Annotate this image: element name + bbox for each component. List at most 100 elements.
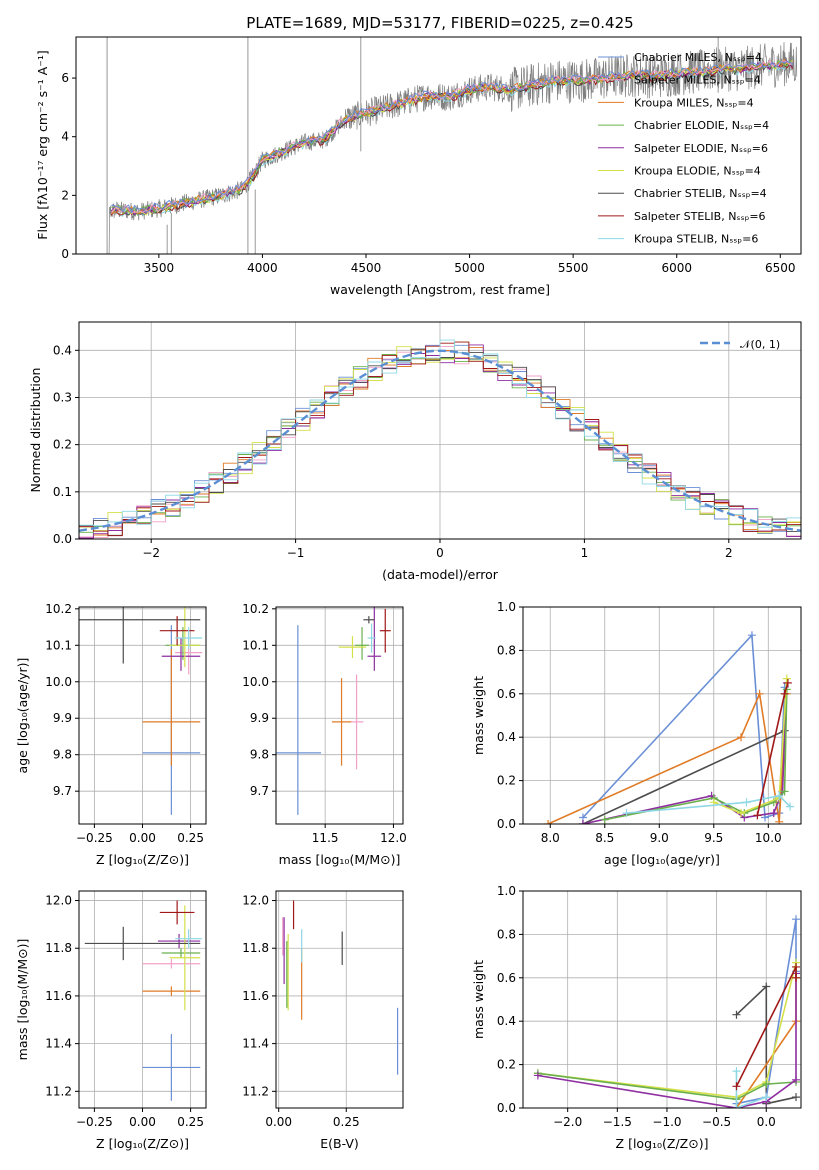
spectrum-panel-frame — [75, 36, 802, 255]
weight-marker-kroupa_elodie — [737, 809, 746, 818]
weight-age-panel-ytick-label: 0.0 — [497, 817, 516, 831]
mass-z-panel-ytick-label: 11.8 — [45, 941, 72, 955]
spectrum-plot-area — [105, 37, 798, 254]
age-mass-panel-ytick-label: 10.2 — [242, 602, 269, 616]
weight-z-panel-ytick-label: 0.8 — [497, 927, 516, 941]
weight-marker-salpeter_stelib — [732, 1082, 741, 1091]
mass-ebv-panel-ytick-label: 11.8 — [242, 941, 269, 955]
mass-z-panel-ytick-label: 11.6 — [45, 989, 72, 1003]
weight-z-panel-ytick-label: 0.4 — [497, 1014, 516, 1028]
weight-age-panel-xtick-label: 9.5 — [704, 831, 723, 845]
weight-marker-chabrier_stelib — [792, 1093, 801, 1102]
weight-marker-chabrier_elodie — [600, 815, 609, 824]
weight-marker-salpeter_elodie — [533, 1071, 542, 1080]
spectrum-panel-ytick-label: 6 — [61, 71, 69, 85]
mass-z-panel-x-label: Z [log₁₀(Z/Z⊙)] — [96, 1136, 189, 1151]
age-z-panel-ytick-label: 10.0 — [45, 675, 72, 689]
age-z-panel-ytick-label: 10.2 — [45, 602, 72, 616]
weight-line-chabrier_elodie — [537, 1072, 797, 1101]
spectrum-panel-xtick-label: 4000 — [247, 261, 278, 275]
residual-panel-xtick-label: 1 — [581, 546, 589, 560]
weight-age-panel-xtick-label: 10.0 — [755, 831, 782, 845]
weight-age-panel-xtick-label: 8.5 — [595, 831, 614, 845]
age-mass-panel-ytick-label: 10.1 — [242, 638, 269, 652]
weight-line-kroupa_stelib — [626, 794, 791, 814]
spectrum-panel-xtick-label: 5500 — [558, 261, 589, 275]
weight-age-panel-ytick-label: 0.2 — [497, 774, 516, 788]
mass-z-panel-xtick-label: 0.25 — [177, 1115, 204, 1129]
weight-z-panel-xtick-label: −0.5 — [702, 1115, 731, 1129]
age-mass-panel-x-label: mass [log₁₀(M/M⊙)] — [279, 852, 401, 867]
weight-line-chabrier_miles — [582, 633, 786, 819]
weight-marker-chabrier_miles — [792, 915, 801, 924]
spectrum-panel-ytick-label: 4 — [61, 130, 69, 144]
mass-z-panel-ytick-label: 11.2 — [45, 1084, 72, 1098]
spectrum-panel-ytick-label: 0 — [61, 247, 69, 261]
weight-age-panel-ytick-label: 0.4 — [497, 730, 516, 744]
histogram-kroupa_stelib — [79, 339, 801, 539]
weight-age-panel-ytick-label: 1.0 — [497, 600, 516, 614]
weight-z-panel-ytick-label: 0.0 — [497, 1101, 516, 1115]
weight-age-panel-ytick-label: 0.8 — [497, 643, 516, 657]
age-z-panel-y-label: age [log₁₀(age/yr)] — [15, 658, 30, 774]
age-mass-panel-ytick-label: 9.7 — [250, 784, 269, 798]
weight-marker-salpeter_stelib — [792, 973, 801, 982]
spectrum-panel-xtick-label: 5000 — [454, 261, 485, 275]
weight-age-panel-ytick-label: 0.6 — [497, 687, 516, 701]
weight-marker-salpeter_stelib — [792, 962, 801, 971]
weight-line-chabrier_miles — [736, 919, 797, 1105]
residual-plot-area — [79, 322, 801, 539]
weight-age-panel-frame — [522, 606, 802, 825]
residual-panel-xtick-label: 2 — [725, 546, 733, 560]
weight-marker-kroupa_stelib — [775, 791, 784, 800]
legend-label-kroupa_elodie: Kroupa ELODIE, Nₛₛₚ=4 — [634, 165, 761, 178]
weight-line-kroupa_miles — [547, 690, 788, 824]
legend-label-kroupa_miles: Kroupa MILES, Nₛₛₚ=4 — [634, 96, 754, 109]
spectrum-y-label: Flux [fλ10⁻¹⁷ erg cm⁻² s⁻¹ A⁻¹] — [35, 50, 50, 239]
mass-ebv-panel-ytick-label: 12.0 — [242, 894, 269, 908]
age-mass-panel-ytick-label: 10.0 — [242, 675, 269, 689]
normal-curve-line — [79, 349, 801, 532]
weight-z-panel-ytick-label: 0.6 — [497, 971, 516, 985]
mass-z-panel-xtick-label: −0.25 — [76, 1115, 113, 1129]
weight-marker-kroupa_elodie — [782, 674, 791, 683]
residual-y-label: Normed distribution — [28, 368, 43, 493]
residual-panel-xtick-label: 0 — [436, 546, 444, 560]
weight-marker-kroupa_miles — [544, 820, 553, 824]
weight-z-panel-xtick-label: −2.0 — [553, 1115, 582, 1129]
mass-ebv-panel-plot-area — [276, 891, 403, 1108]
weight-marker-salpeter_stelib — [783, 678, 792, 687]
weight-age-panel-x-label: age [log₁₀(age/yr)] — [604, 852, 720, 867]
weight-z-panel-ytick-label: 1.0 — [497, 884, 516, 898]
weight-marker-kroupa_stelib — [622, 809, 631, 818]
weight-marker-kroupa_stelib — [786, 802, 795, 811]
age-z-panel-x-label: Z [log₁₀(Z/Z⊙)] — [96, 852, 189, 867]
legend-label-chabrier_elodie: Chabrier ELODIE, Nₛₛₚ=4 — [634, 119, 769, 132]
residual-panel-ytick-label: 0.4 — [53, 343, 72, 357]
mass-z-panel-plot-area — [79, 891, 206, 1108]
weight-marker-kroupa_stelib — [762, 1093, 771, 1102]
mass-ebv-panel-ytick-label: 11.2 — [242, 1084, 269, 1098]
weight-line-chabrier_stelib — [735, 984, 797, 1105]
weight-marker-chabrier_stelib — [732, 1010, 741, 1019]
residual-panel-ytick-label: 0.1 — [53, 485, 72, 499]
weight-marker-kroupa_miles — [755, 689, 764, 698]
normal-legend-label: 𝒩(0, 1) — [740, 338, 780, 351]
mass-ebv-panel-frame — [275, 890, 404, 1109]
weight-marker-salpeter_stelib — [780, 689, 789, 698]
residual-panel-ytick-label: 0.0 — [53, 532, 72, 546]
residual-x-label: (data-model)/error — [382, 567, 499, 582]
weight-z-panel-xtick-label: −1.5 — [603, 1115, 632, 1129]
mass-z-panel-xtick-label: 0.00 — [129, 1115, 156, 1129]
spectrum-panel-xtick-label: 6500 — [765, 261, 796, 275]
age-z-panel-ytick-label: 9.9 — [53, 711, 72, 725]
weight-age-panel-xtick-label: 8.0 — [541, 831, 560, 845]
spectrum-panel-xtick-label: 6000 — [661, 261, 692, 275]
weight-z-panel-xtick-label: 0.0 — [757, 1115, 776, 1129]
weight-z-panel-plot-area — [523, 891, 801, 1108]
age-mass-panel-ytick-label: 9.9 — [250, 711, 269, 725]
weight-marker-kroupa_miles — [737, 733, 746, 742]
weight-age-panel-xtick-label: 9.0 — [650, 831, 669, 845]
weight-z-panel-y-label: mass weight — [471, 960, 486, 1039]
weight-marker-salpeter_elodie — [769, 809, 778, 818]
